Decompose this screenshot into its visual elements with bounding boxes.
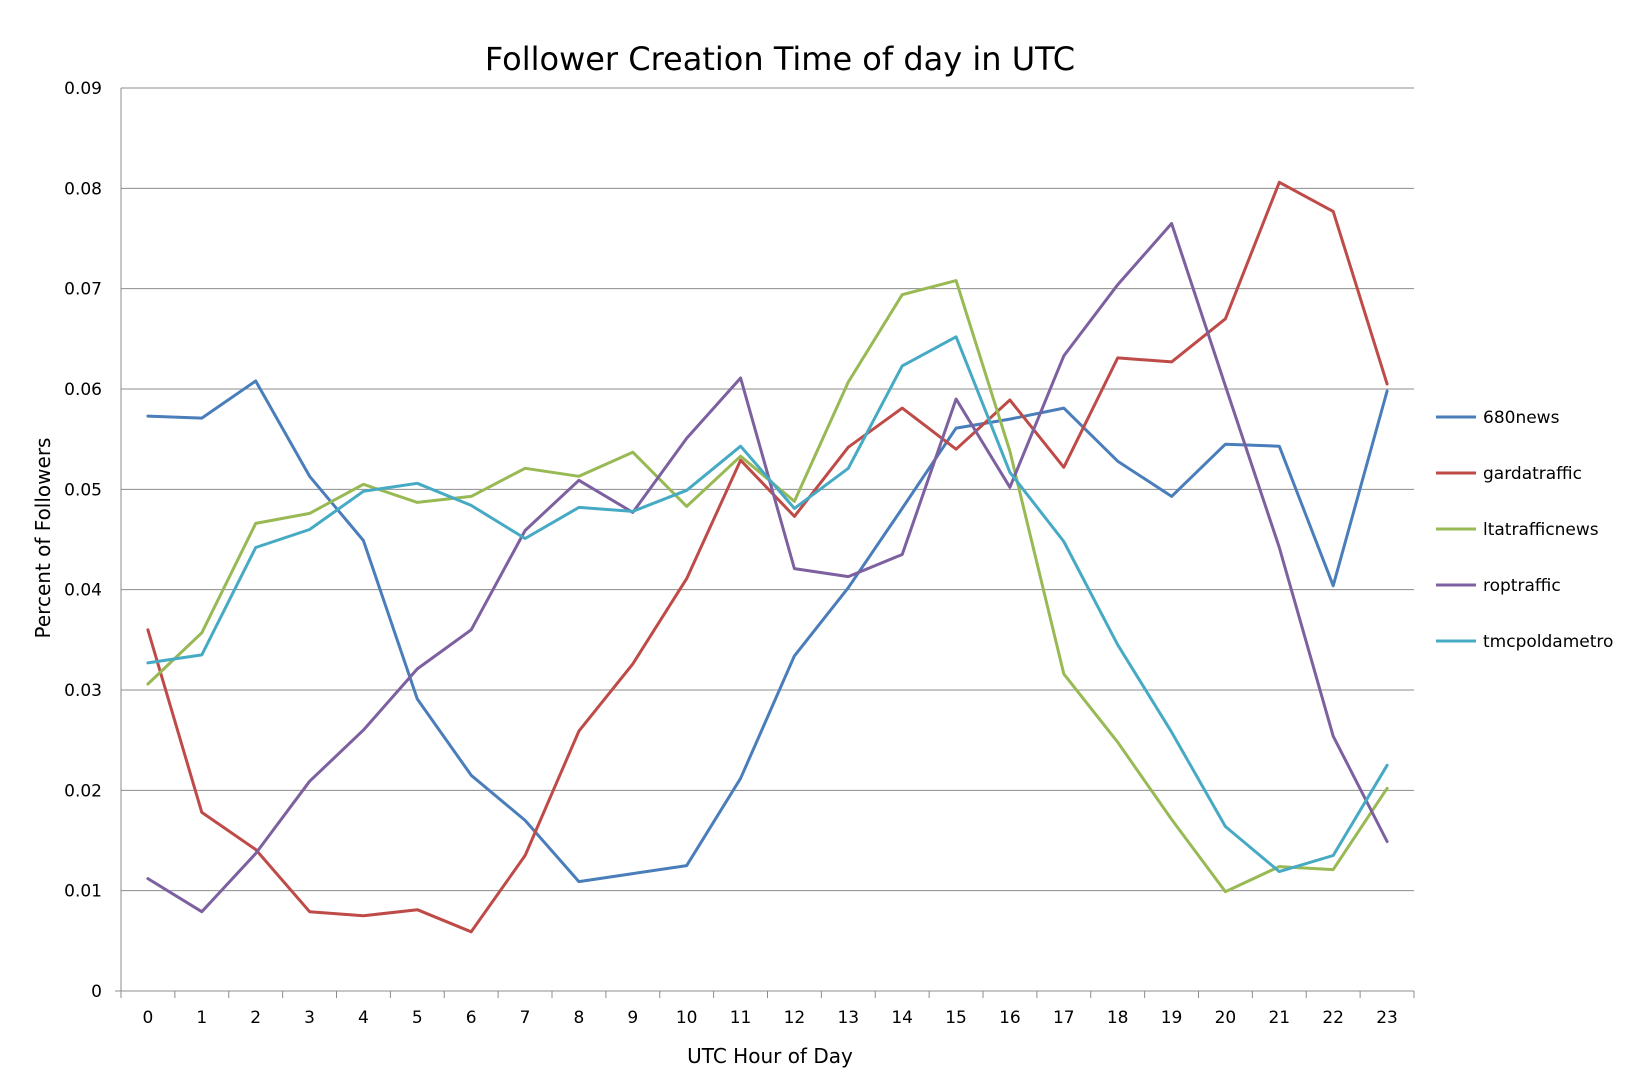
x-tick-label: 3: [304, 1008, 315, 1028]
x-tick-label: 0: [143, 1008, 154, 1028]
axes: [115, 88, 1415, 998]
legend: 680news gardatraffic ltatrafficnews roptraf…: [1436, 408, 1613, 652]
gridlines: [121, 87, 1414, 892]
series-line-tmcpoldametro: [146, 335, 1389, 874]
y-tick-label: 0.07: [64, 280, 102, 300]
x-tick-label: 13: [837, 1008, 859, 1028]
x-tick-label: 12: [784, 1008, 806, 1028]
y-tick-label: 0.09: [64, 79, 102, 99]
y-tick-label: 0.04: [64, 581, 102, 601]
x-tick-label: 7: [520, 1008, 531, 1028]
y-axis-label: Percent of Followers: [31, 438, 55, 639]
x-tick-labels: 0 1 2 3 4 5 6 7 8 9 10 11 12 13 14 15 16 17 18 19 20 21 22 23: [143, 1008, 1398, 1028]
x-tick-label: 16: [999, 1008, 1021, 1028]
series-line-680news: [146, 379, 1389, 884]
y-tick-label: 0.02: [64, 781, 102, 801]
x-tick-label: 14: [891, 1008, 913, 1028]
series-line-roptraffic: [146, 222, 1389, 914]
x-tick-label: 19: [1161, 1008, 1183, 1028]
x-tick-label: 6: [466, 1008, 477, 1028]
x-tick-label: 15: [945, 1008, 967, 1028]
y-tick-label: 0.06: [64, 380, 102, 400]
x-tick-label: 17: [1053, 1008, 1075, 1028]
x-tick-label: 1: [196, 1008, 207, 1028]
y-tick-label: 0: [91, 982, 102, 1002]
legend-label-680news: 680news: [1483, 408, 1560, 428]
y-tick-label: 0.08: [64, 179, 102, 199]
series-lines: [146, 180, 1389, 934]
x-tick-label: 2: [250, 1008, 261, 1028]
legend-label-roptraffic: roptraffic: [1483, 576, 1561, 596]
x-axis-label: UTC Hour of Day: [687, 1044, 853, 1068]
x-tick-label: 10: [676, 1008, 698, 1028]
y-tick-label: 0.03: [64, 681, 102, 701]
x-tick-label: 8: [574, 1008, 585, 1028]
x-tick-label: 11: [730, 1008, 752, 1028]
x-tick-label: 5: [412, 1008, 423, 1028]
legend-label-tmcpoldametro: tmcpoldametro: [1483, 632, 1613, 652]
legend-label-ltatrafficnews: ltatrafficnews: [1483, 520, 1599, 540]
x-tick-label: 21: [1268, 1008, 1290, 1028]
y-tick-label: 0.01: [64, 882, 102, 902]
chart-title: Follower Creation Time of day in UTC: [485, 40, 1075, 78]
y-tick-labels: 0 0.01 0.02 0.03 0.04 0.05 0.06 0.07 0.08 0.09: [64, 79, 102, 1002]
y-tick-label: 0.05: [64, 480, 102, 500]
x-tick-label: 20: [1215, 1008, 1237, 1028]
x-tick-label: 9: [627, 1008, 638, 1028]
x-tick-label: 23: [1376, 1008, 1398, 1028]
series-line-gardatraffic: [146, 180, 1389, 934]
legend-label-gardatraffic: gardatraffic: [1483, 464, 1582, 484]
x-tick-label: 4: [358, 1008, 369, 1028]
x-tick-label: 22: [1322, 1008, 1344, 1028]
x-tick-label: 18: [1107, 1008, 1129, 1028]
